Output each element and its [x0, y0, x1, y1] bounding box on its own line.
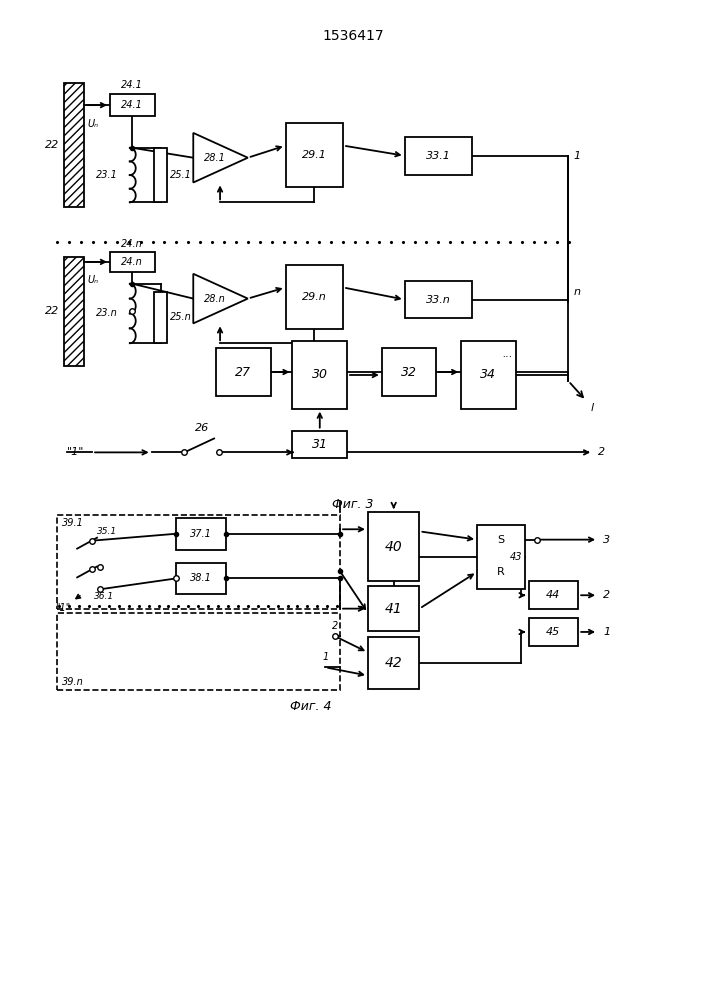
- Text: 24.n: 24.n: [122, 257, 143, 267]
- Bar: [529, 618, 578, 646]
- Text: 30: 30: [312, 368, 328, 381]
- Text: 40: 40: [385, 540, 402, 554]
- Text: 28.n: 28.n: [204, 294, 226, 304]
- Text: Фиг. 4: Фиг. 4: [290, 700, 331, 713]
- Text: 1536417: 1536417: [322, 29, 384, 43]
- Text: S: S: [497, 535, 504, 545]
- Text: 29.1: 29.1: [302, 150, 327, 160]
- Bar: [153, 292, 168, 343]
- Text: 22: 22: [45, 306, 59, 316]
- Text: 28.1: 28.1: [204, 153, 226, 163]
- Text: 23.1: 23.1: [96, 170, 118, 180]
- Text: "1": "1": [55, 603, 70, 613]
- Text: 1: 1: [573, 151, 580, 161]
- Bar: [368, 512, 419, 581]
- Text: 2: 2: [603, 590, 610, 600]
- Text: 37.1: 37.1: [190, 529, 212, 539]
- Bar: [110, 94, 155, 116]
- Text: 43: 43: [510, 552, 522, 562]
- Text: 23.n: 23.n: [96, 308, 118, 318]
- Text: 24.1: 24.1: [122, 80, 144, 90]
- Bar: [368, 637, 419, 689]
- Bar: [64, 83, 84, 207]
- Text: 44: 44: [547, 590, 561, 600]
- Bar: [110, 252, 155, 272]
- Polygon shape: [193, 274, 248, 323]
- Text: Фиг. 3: Фиг. 3: [332, 498, 374, 511]
- Bar: [293, 341, 347, 409]
- Bar: [461, 341, 515, 409]
- Text: 3: 3: [603, 535, 610, 545]
- Text: 2: 2: [598, 447, 605, 457]
- Text: n: n: [573, 287, 580, 297]
- Text: 25.1: 25.1: [170, 170, 192, 180]
- Bar: [57, 515, 340, 609]
- Bar: [286, 123, 343, 187]
- Text: ...: ...: [503, 349, 513, 359]
- Text: 25.n: 25.n: [170, 312, 192, 322]
- Bar: [177, 563, 226, 594]
- Text: "1": "1": [67, 447, 85, 457]
- Text: 1: 1: [603, 627, 610, 637]
- Text: 22: 22: [45, 140, 59, 150]
- Text: 24.1: 24.1: [122, 100, 144, 110]
- Bar: [64, 257, 84, 366]
- Bar: [57, 613, 340, 690]
- Text: 34: 34: [481, 368, 496, 381]
- Bar: [216, 348, 271, 396]
- Bar: [177, 518, 226, 550]
- Bar: [286, 265, 343, 329]
- Text: 41: 41: [385, 602, 402, 616]
- Text: l: l: [590, 403, 593, 413]
- Text: Uₙ: Uₙ: [87, 119, 98, 129]
- Text: 27: 27: [235, 366, 252, 379]
- Bar: [382, 348, 436, 396]
- Text: 26: 26: [194, 423, 209, 433]
- Text: R: R: [497, 567, 505, 577]
- Text: 31: 31: [312, 438, 328, 451]
- Bar: [404, 137, 472, 175]
- Text: 36.1: 36.1: [94, 592, 114, 601]
- Bar: [477, 525, 525, 589]
- Bar: [368, 586, 419, 631]
- Text: 1: 1: [322, 652, 328, 662]
- Text: 39.n: 39.n: [62, 677, 84, 687]
- Text: 33.n: 33.n: [426, 295, 450, 305]
- Text: 42: 42: [385, 656, 402, 670]
- Bar: [153, 148, 168, 202]
- Bar: [293, 431, 347, 458]
- Text: Uₙ: Uₙ: [87, 275, 98, 285]
- Text: 45: 45: [547, 627, 561, 637]
- Text: 32: 32: [401, 366, 417, 379]
- Text: 35.1: 35.1: [97, 527, 117, 536]
- Text: 39.1: 39.1: [62, 518, 84, 528]
- Text: 2: 2: [332, 621, 338, 631]
- Bar: [404, 281, 472, 318]
- Text: 24.n: 24.n: [122, 239, 143, 249]
- Text: 29.n: 29.n: [302, 292, 327, 302]
- Text: 38.1: 38.1: [190, 573, 212, 583]
- Text: 33.1: 33.1: [426, 151, 451, 161]
- Bar: [529, 581, 578, 609]
- Polygon shape: [193, 133, 248, 183]
